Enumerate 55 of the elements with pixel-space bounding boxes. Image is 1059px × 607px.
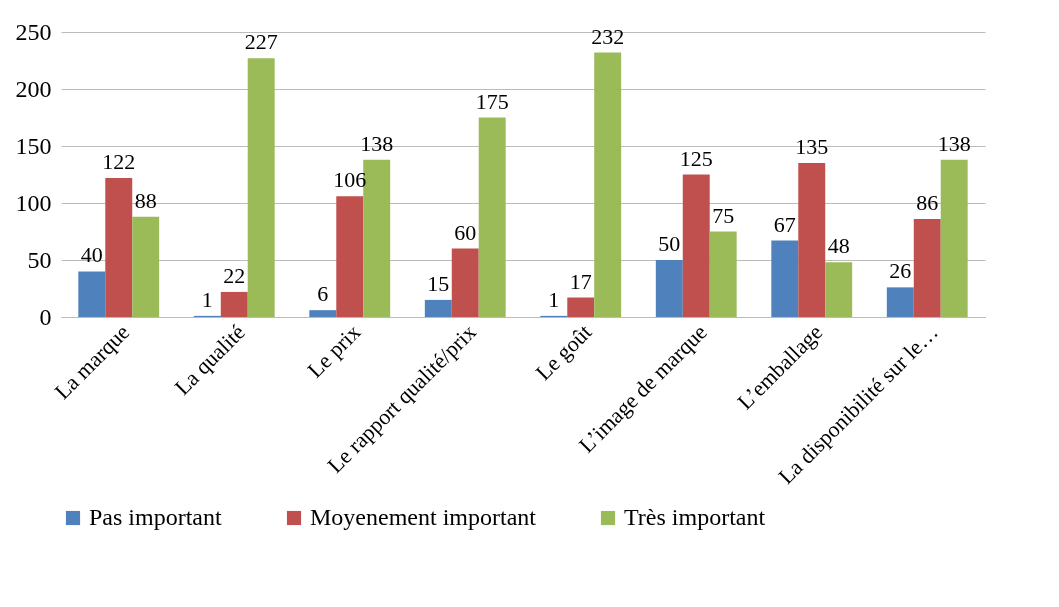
x-tick-label: Le goût	[530, 319, 597, 386]
bar	[132, 216, 160, 317]
bar	[655, 260, 683, 317]
data-label: 75	[712, 202, 735, 228]
data-label: 1	[201, 286, 213, 312]
data-label: 26	[889, 258, 912, 284]
data-label: 232	[591, 23, 625, 49]
bar	[886, 287, 914, 317]
bar	[220, 291, 248, 317]
y-tick-label: 200	[15, 75, 52, 102]
bar	[478, 117, 506, 317]
bar	[78, 271, 106, 317]
data-label: 135	[795, 134, 829, 160]
bar	[798, 163, 826, 317]
data-label: 50	[658, 231, 681, 256]
bar	[336, 196, 364, 317]
bar	[567, 297, 595, 317]
bar	[594, 52, 622, 317]
bar	[825, 262, 853, 317]
data-label: 1	[548, 286, 560, 312]
data-label: 48	[827, 233, 850, 259]
data-label: 15	[427, 270, 450, 296]
data-label: 138	[937, 130, 971, 156]
legend-label: Moyenement important	[310, 504, 537, 530]
data-label: 67	[773, 211, 796, 237]
bar	[940, 159, 968, 317]
bar	[709, 231, 737, 317]
data-label: 86	[916, 189, 939, 215]
bar	[424, 299, 452, 317]
bar	[913, 218, 941, 317]
data-label: 17	[569, 268, 592, 294]
bar	[451, 248, 479, 317]
data-label: 88	[134, 187, 157, 213]
x-tick-label: Le prix	[302, 319, 366, 383]
bar	[309, 310, 337, 317]
bar	[247, 58, 275, 317]
data-label: 6	[317, 281, 329, 307]
y-tick-label: 100	[15, 189, 52, 216]
y-tick-label: 0	[39, 303, 52, 330]
data-label: 60	[454, 219, 477, 245]
data-label: 175	[475, 88, 509, 114]
legend-label: Très important	[624, 504, 766, 530]
y-tick-label: 250	[15, 18, 52, 45]
data-label: 22	[223, 262, 246, 288]
data-label: 138	[360, 130, 394, 156]
y-tick-label: 50	[27, 246, 52, 273]
y-tick-label: 150	[15, 132, 52, 159]
data-label: 125	[679, 145, 713, 171]
data-label: 40	[80, 242, 103, 268]
bar	[105, 177, 133, 317]
legend-label: Pas important	[89, 504, 222, 530]
bar	[771, 240, 799, 317]
data-label: 122	[102, 148, 136, 174]
bar	[682, 174, 710, 317]
data-label: 227	[244, 29, 278, 55]
